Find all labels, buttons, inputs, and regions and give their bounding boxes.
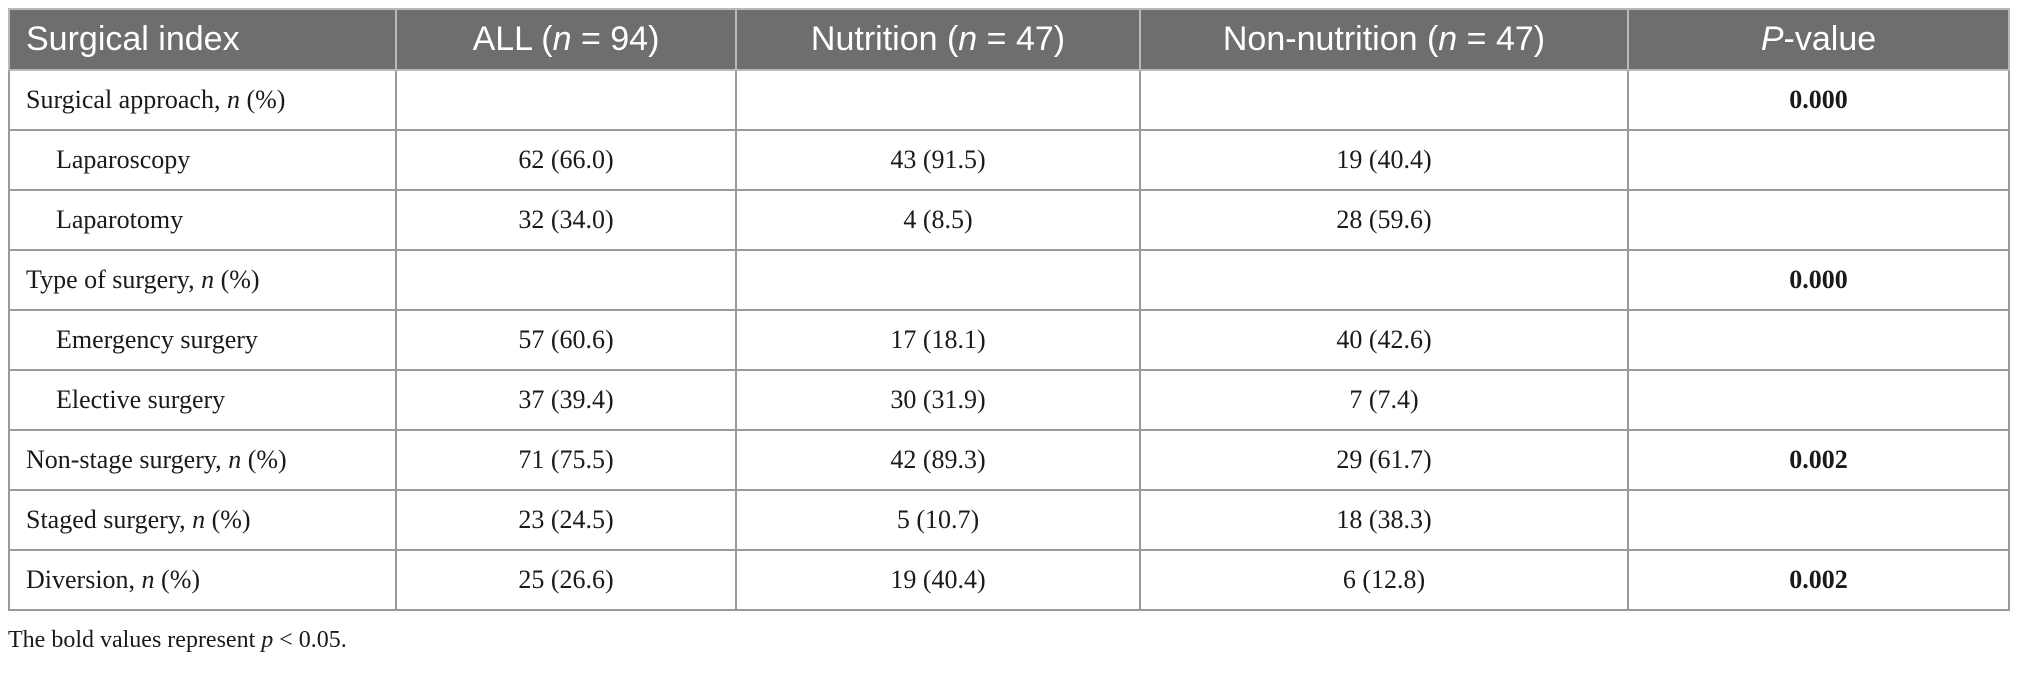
- surgical-index-table: Surgical index ALL (n = 94) Nutrition (n =…: [8, 8, 2010, 611]
- cell-all: 23 (24.5): [395, 489, 737, 551]
- cell-all: 37 (39.4): [395, 369, 737, 431]
- row-label-it: n: [228, 445, 242, 474]
- cell-p-value: [1627, 489, 2010, 551]
- row-label-pre: Emergency surgery: [56, 325, 258, 354]
- row-label: Surgical approach, n (%): [8, 69, 397, 131]
- row-label-post: (%): [154, 565, 201, 594]
- table-row: Non-stage surgery, n (%) 71 (75.5) 42 (89.…: [8, 429, 2010, 491]
- header-surgical-index-pre: Surgical index: [26, 20, 240, 58]
- table-body: Surgical approach, n (%) 0.000 Laparoscopy…: [8, 69, 2010, 611]
- row-label: Laparotomy: [8, 189, 397, 251]
- row-label-pre: Staged surgery,: [26, 505, 193, 534]
- header-all: ALL (n = 94): [395, 8, 737, 71]
- table-row: Surgical approach, n (%) 0.000: [8, 69, 2010, 131]
- cell-p-value: 0.000: [1627, 249, 2010, 311]
- row-label-pre: Non-stage surgery,: [26, 445, 229, 474]
- header-all-pre: ALL (: [472, 20, 553, 58]
- cell-all: [395, 69, 737, 131]
- row-label-post: (%): [214, 265, 260, 294]
- header-non-nutrition-it: n: [1438, 20, 1458, 58]
- row-label-post: (%): [205, 505, 251, 534]
- header-all-it: n: [552, 20, 572, 58]
- cell-non-nutrition: 28 (59.6): [1139, 189, 1629, 251]
- header-non-nutrition-pre: Non-nutrition (: [1222, 20, 1439, 58]
- cell-nutrition: 30 (31.9): [735, 369, 1141, 431]
- table-row: Laparotomy 32 (34.0) 4 (8.5) 28 (59.6): [8, 189, 2010, 251]
- cell-nutrition: 42 (89.3): [735, 429, 1141, 491]
- header-nutrition: Nutrition (n = 47): [735, 8, 1141, 71]
- table-row: Laparoscopy 62 (66.0) 43 (91.5) 19 (40.4): [8, 129, 2010, 191]
- cell-non-nutrition: [1139, 69, 1629, 131]
- row-label-pre: Diversion,: [26, 565, 142, 594]
- cell-p-value: [1627, 189, 2010, 251]
- cell-nutrition: 17 (18.1): [735, 309, 1141, 371]
- cell-non-nutrition: 40 (42.6): [1139, 309, 1629, 371]
- cell-p-value: [1627, 129, 2010, 191]
- row-label-post: (%): [239, 85, 286, 114]
- row-label: Diversion, n (%): [8, 549, 397, 611]
- cell-non-nutrition: 18 (38.3): [1139, 489, 1629, 551]
- cell-non-nutrition: [1139, 249, 1629, 311]
- header-nutrition-post: = 47): [977, 20, 1066, 58]
- cell-all: 62 (66.0): [395, 129, 737, 191]
- header-p-value: P-value: [1627, 8, 2010, 71]
- row-label: Type of surgery, n (%): [8, 249, 397, 311]
- footnote-text-post: < 0.05.: [273, 627, 347, 653]
- table-row: Type of surgery, n (%) 0.000: [8, 249, 2010, 311]
- row-label: Staged surgery, n (%): [8, 489, 397, 551]
- cell-all: 32 (34.0): [395, 189, 737, 251]
- table-row: Staged surgery, n (%) 23 (24.5) 5 (10.7) 18…: [8, 489, 2010, 551]
- row-label-post: (%): [241, 445, 287, 474]
- table-row: Diversion, n (%) 25 (26.6) 19 (40.4) 6 (12.…: [8, 549, 2010, 611]
- row-label-pre: Elective surgery: [56, 385, 226, 414]
- footnote-text-pre: The bold values represent: [8, 627, 262, 653]
- row-label-it: n: [141, 565, 155, 594]
- row-label: Elective surgery: [8, 369, 397, 431]
- row-label: Emergency surgery: [8, 309, 397, 371]
- row-label-pre: Surgical approach,: [26, 85, 227, 114]
- table-row: Emergency surgery 57 (60.6) 17 (18.1) 40 (4…: [8, 309, 2010, 371]
- cell-p-value: [1627, 309, 2010, 371]
- row-label: Laparoscopy: [8, 129, 397, 191]
- cell-nutrition: 43 (91.5): [735, 129, 1141, 191]
- header-nutrition-pre: Nutrition (: [810, 20, 959, 58]
- cell-all: 57 (60.6): [395, 309, 737, 371]
- header-non-nutrition: Non-nutrition (n = 47): [1139, 8, 1629, 71]
- row-label-it: n: [226, 85, 240, 114]
- table-header-row: Surgical index ALL (n = 94) Nutrition (n =…: [8, 8, 2010, 71]
- cell-non-nutrition: 29 (61.7): [1139, 429, 1629, 491]
- row-label: Non-stage surgery, n (%): [8, 429, 397, 491]
- cell-p-value: 0.000: [1627, 69, 2010, 131]
- row-label-pre: Type of surgery,: [26, 265, 202, 294]
- cell-p-value: 0.002: [1627, 549, 2010, 611]
- header-surgical-index: Surgical index: [8, 8, 397, 71]
- document: Surgical index ALL (n = 94) Nutrition (n =…: [8, 8, 2010, 654]
- cell-non-nutrition: 19 (40.4): [1139, 129, 1629, 191]
- cell-p-value: [1627, 369, 2010, 431]
- cell-nutrition: [735, 69, 1141, 131]
- row-label-pre: Laparotomy: [56, 205, 184, 234]
- row-label-it: n: [201, 265, 215, 294]
- cell-all: [395, 249, 737, 311]
- cell-all: 25 (26.6): [395, 549, 737, 611]
- cell-p-value: 0.002: [1627, 429, 2010, 491]
- cell-nutrition: 4 (8.5): [735, 189, 1141, 251]
- cell-nutrition: [735, 249, 1141, 311]
- cell-non-nutrition: 7 (7.4): [1139, 369, 1629, 431]
- cell-all: 71 (75.5): [395, 429, 737, 491]
- footnote-text-italic: p: [261, 627, 274, 653]
- table-footnote: The bold values represent p < 0.05.: [8, 627, 2008, 654]
- header-all-post: = 94): [571, 20, 660, 58]
- header-non-nutrition-post: = 47): [1457, 20, 1546, 58]
- header-p-value-post: -value: [1783, 20, 1877, 58]
- cell-nutrition: 5 (10.7): [735, 489, 1141, 551]
- header-nutrition-it: n: [958, 20, 978, 58]
- row-label-it: n: [192, 505, 206, 534]
- row-label-pre: Laparoscopy: [56, 145, 191, 174]
- header-p-value-it: P: [1760, 20, 1784, 58]
- cell-nutrition: 19 (40.4): [735, 549, 1141, 611]
- table-row: Elective surgery 37 (39.4) 30 (31.9) 7 (7.4…: [8, 369, 2010, 431]
- cell-non-nutrition: 6 (12.8): [1139, 549, 1629, 611]
